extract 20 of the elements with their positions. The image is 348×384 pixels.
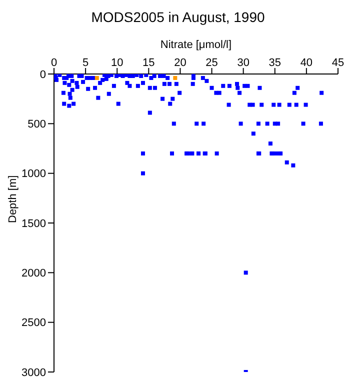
y-tick-label: 2500 xyxy=(22,317,46,330)
y-tick-label: 0 xyxy=(40,68,46,81)
x-tick-label: 40 xyxy=(300,57,313,69)
y-tick-label: 500 xyxy=(28,118,46,131)
y-tick-label: 3000 xyxy=(22,366,46,379)
x-tick-label: 5 xyxy=(82,57,89,69)
x-axis-title: Nitrate [μmol/l] xyxy=(160,39,232,51)
y-tick-label: 2000 xyxy=(22,268,46,280)
chart-title: MODS2005 in August, 1990 xyxy=(90,8,266,27)
x-tick-label: 15 xyxy=(142,57,155,69)
x-tick-label: 45 xyxy=(332,57,344,69)
x-tick-label: 25 xyxy=(206,57,218,69)
y-tick-label: 1000 xyxy=(22,168,46,180)
x-tick-label: 0 xyxy=(50,57,58,69)
y-tick-label: 1500 xyxy=(22,218,46,230)
x-tick-label: 10 xyxy=(110,57,124,69)
x-tick-label: 30 xyxy=(237,57,250,69)
x-tick-label: 20 xyxy=(174,57,186,69)
y-axis-title: Depth [m] xyxy=(6,175,19,223)
x-tick-label: 35 xyxy=(268,57,282,69)
